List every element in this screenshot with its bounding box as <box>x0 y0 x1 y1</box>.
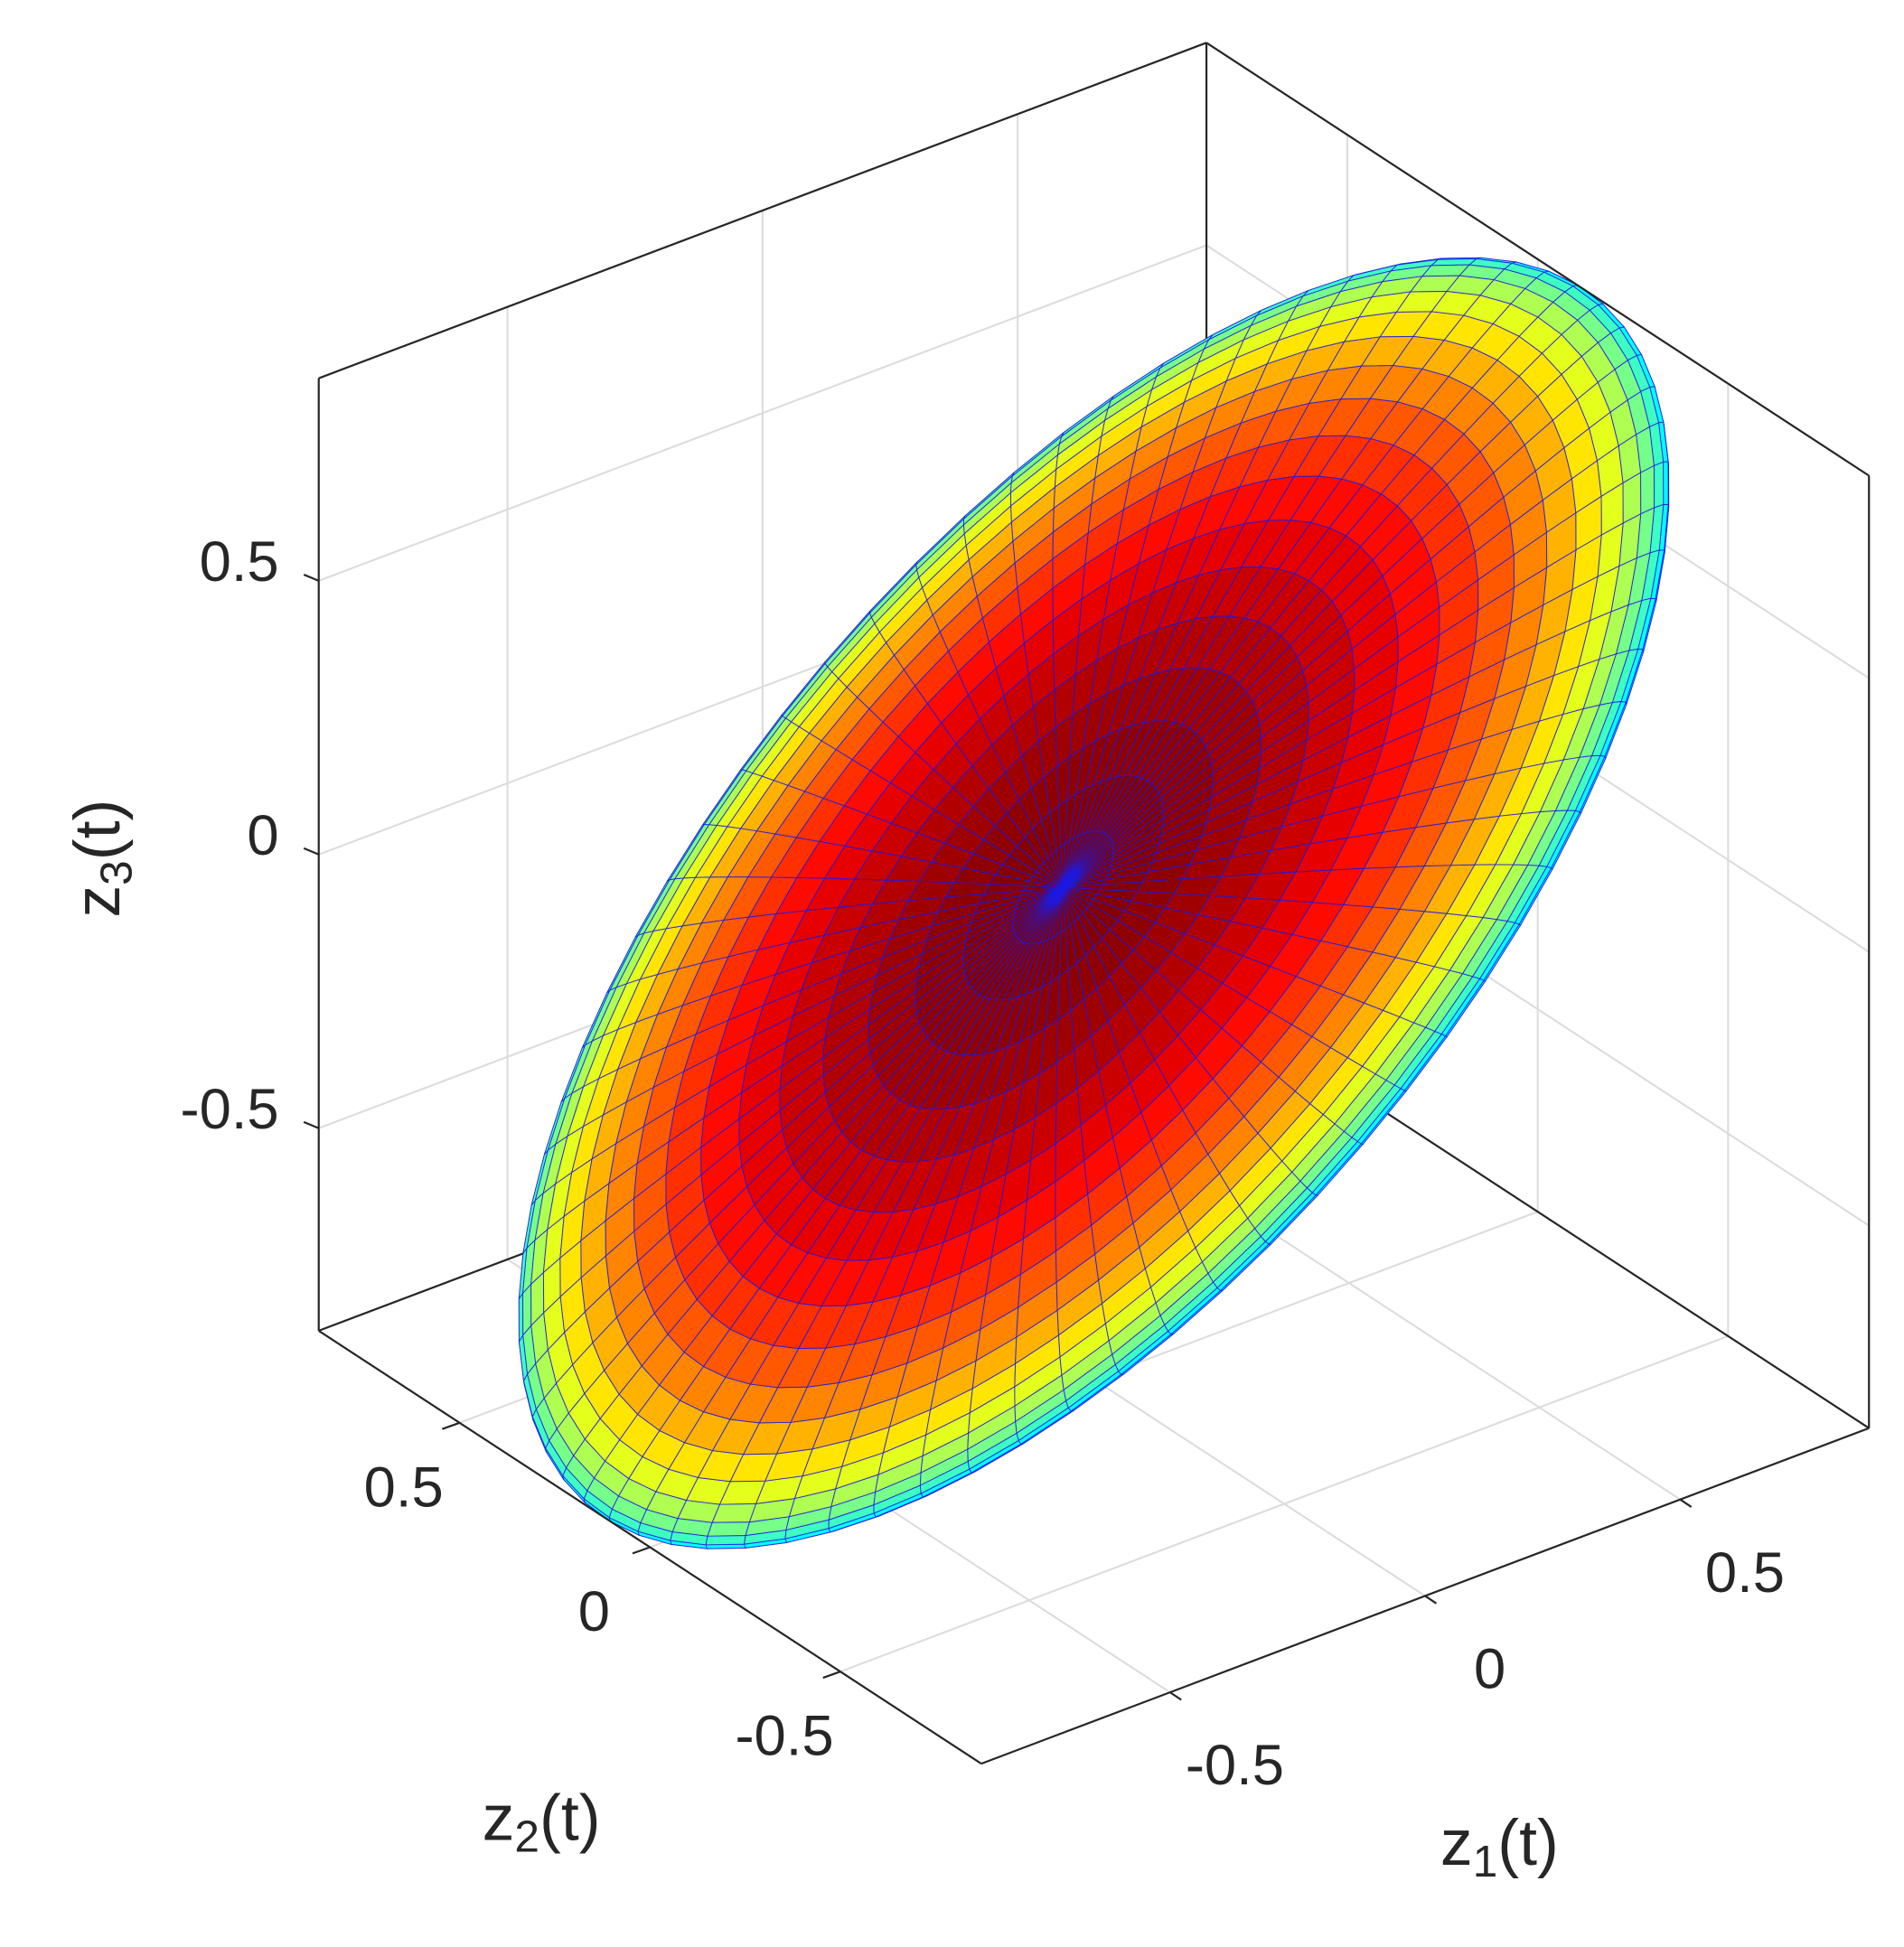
x-tick <box>1169 1691 1182 1701</box>
y-tick-label: 0.5 <box>364 1456 444 1519</box>
box-edge <box>318 42 1207 379</box>
surface-facet <box>705 1534 746 1546</box>
y-axis-label-sub: 2 <box>514 1811 539 1862</box>
x-axis-label-suffix: (t) <box>1497 1807 1559 1879</box>
x-axis-label-sub: 1 <box>1473 1836 1498 1886</box>
x-tick <box>1679 1498 1693 1508</box>
y-axis-label-suffix: (t) <box>539 1782 601 1854</box>
z-axis-label-sub: 3 <box>90 860 141 885</box>
surface-facet <box>711 1502 757 1523</box>
x-axis-label: z1(t) <box>1440 1807 1559 1886</box>
z-tick <box>303 573 320 582</box>
grid-line <box>318 244 1207 582</box>
x-tick <box>1424 1595 1438 1605</box>
surface-facet <box>1663 461 1669 506</box>
box-edge <box>1205 42 1870 477</box>
y-tick <box>822 1671 841 1680</box>
z-tick-label: 0 <box>247 804 278 867</box>
surface-facet <box>518 1291 524 1343</box>
y-axis-label: z2(t) <box>483 1782 601 1861</box>
y-tick-label: 0 <box>578 1580 610 1643</box>
z-axis-label-suffix: (t) <box>61 800 134 861</box>
y-tick <box>632 1546 651 1555</box>
y-tick-label: -0.5 <box>735 1705 833 1768</box>
surface-facet <box>1640 464 1655 515</box>
z-tick <box>303 847 320 856</box>
x-tick-label: 0.5 <box>1705 1541 1785 1605</box>
surface-facet <box>1449 815 1501 866</box>
z-tick <box>303 1120 320 1129</box>
x-tick-label: -0.5 <box>1186 1734 1284 1797</box>
z-axis-label: z3(t) <box>61 800 141 918</box>
x-axis-label-base: z <box>1440 1807 1473 1879</box>
grid-line <box>839 1334 1729 1673</box>
z-tick-label: -0.5 <box>181 1078 279 1141</box>
x-tick-label: 0 <box>1474 1638 1505 1701</box>
front-layer: -0.500.5-0.500.5-0.500.5z1(t)z2(t)z3(t) <box>61 42 1871 1886</box>
z-axis-label-base: z <box>61 885 134 918</box>
surface-facet <box>707 1521 751 1537</box>
surface <box>518 257 1670 1549</box>
y-tick <box>441 1421 460 1430</box>
y-axis-label-base: z <box>483 1782 515 1854</box>
surface-facet <box>1653 461 1665 509</box>
z-tick-label: 0.5 <box>200 530 279 594</box>
